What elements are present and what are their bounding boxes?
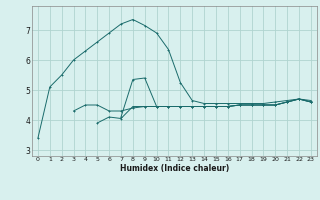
X-axis label: Humidex (Indice chaleur): Humidex (Indice chaleur) — [120, 164, 229, 173]
